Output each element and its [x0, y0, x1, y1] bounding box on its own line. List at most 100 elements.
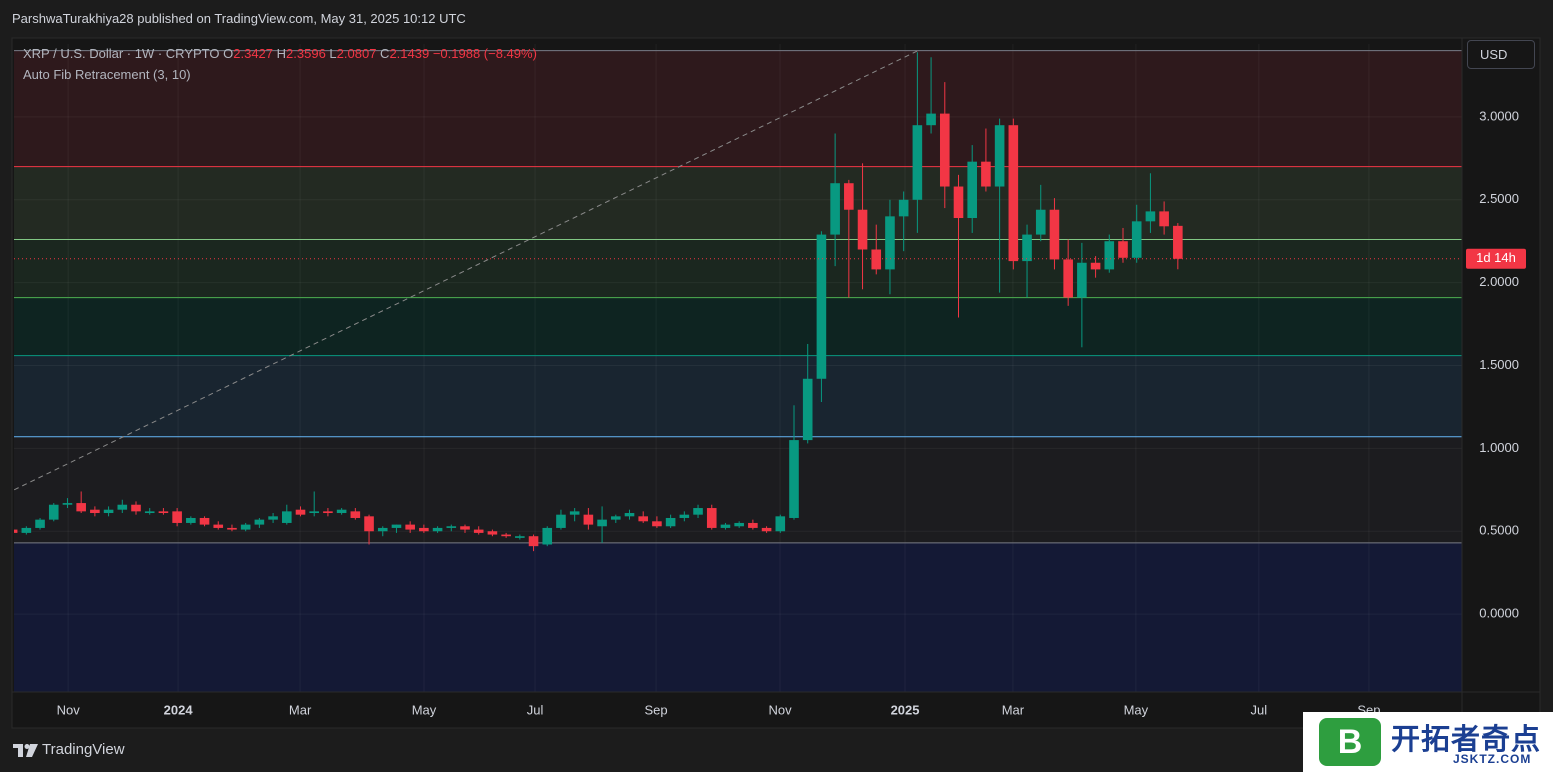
y-tick-label: 1.0000: [1479, 440, 1519, 455]
publisher: ParshwaTurakhiya28 published on TradingV…: [12, 11, 466, 26]
candle-body: [542, 527, 553, 545]
candle-body: [446, 526, 457, 528]
candle-body: [199, 517, 210, 525]
x-tick-label: Jul: [1251, 702, 1268, 717]
ohlc-value: 2.0807: [336, 46, 377, 61]
fib-band: [14, 166, 1462, 240]
candle-body: [460, 526, 470, 530]
candle-body: [501, 534, 511, 537]
watermark-site: JSKTZ.COM: [1453, 752, 1532, 766]
candle-body: [487, 531, 498, 535]
candle-body: [638, 516, 649, 522]
candle-body: [103, 509, 114, 514]
candle-body: [994, 125, 1005, 187]
candle-body: [515, 536, 525, 538]
currency-button[interactable]: USD: [1467, 40, 1535, 69]
candle-body: [720, 524, 731, 528]
candle-body: [1118, 241, 1128, 258]
candle-body: [679, 514, 690, 518]
x-tick-label: 2025: [891, 702, 920, 717]
candle-body: [21, 527, 32, 533]
change: −0.1988 (−8.49%): [432, 46, 537, 61]
candle-body: [364, 516, 374, 532]
ohlc-label: C: [380, 46, 390, 61]
candle-body: [610, 516, 621, 520]
candle-body: [309, 511, 320, 514]
candle-body: [857, 209, 868, 250]
grid: [14, 44, 1462, 692]
candle-body: [90, 509, 100, 514]
candle-body: [583, 514, 594, 525]
ohlc-value: 2.3596: [286, 46, 326, 61]
candle-body: [240, 524, 251, 530]
candle-body: [227, 527, 237, 530]
candle-body: [1049, 209, 1060, 260]
candle-body: [336, 509, 347, 514]
candle-body: [391, 524, 402, 528]
candle-body: [885, 216, 895, 270]
x-tick-label: Mar: [289, 702, 312, 717]
x-tick-label: 2024: [164, 702, 194, 717]
candle-body: [1090, 262, 1101, 270]
candle-body: [665, 517, 676, 527]
candle-body: [323, 511, 333, 514]
fib-lines: [14, 50, 1462, 544]
candle-body: [761, 527, 772, 532]
x-tick-label: Jul: [527, 702, 544, 717]
watermark-logo: B: [1319, 718, 1381, 766]
candle-body: [652, 521, 662, 527]
x-tick-label: Nov: [57, 702, 81, 717]
y-tick-label: 2.5000: [1479, 191, 1519, 206]
candles: [14, 52, 1462, 552]
candle-body: [1173, 225, 1183, 259]
symbol-legend: XRP / U.S. Dollar · 1W · CRYPTO O2.3427 …: [23, 46, 537, 61]
candle-body: [775, 516, 786, 532]
candle-body: [1022, 234, 1032, 262]
indicator: Auto Fib Retracement (3, 10): [23, 67, 191, 82]
y-tick-label: 0.5000: [1479, 523, 1519, 538]
candle-body: [35, 519, 45, 528]
candle-body: [172, 511, 182, 523]
candle-body: [295, 509, 306, 515]
candle-body: [268, 516, 278, 520]
candle-body: [350, 511, 361, 518]
fib-band: [14, 436, 1462, 543]
candle-body: [62, 503, 73, 505]
candle-body: [186, 517, 196, 523]
ohlc-value: 2.3427: [233, 46, 274, 61]
candle-body: [377, 527, 388, 532]
candle-body: [528, 536, 539, 547]
candle-body: [213, 524, 224, 528]
candle-body: [830, 183, 840, 235]
candle-body: [48, 504, 59, 520]
candle-body: [131, 504, 141, 512]
tv-logo-icon: [13, 744, 38, 757]
y-tick-label: 0.0000: [1479, 606, 1519, 621]
y-tick-label: 1.5000: [1479, 357, 1519, 372]
ohlc-label: H: [276, 46, 287, 61]
candle-body: [981, 161, 991, 187]
candle-body: [706, 508, 717, 528]
ohlc-value: 2.1439: [389, 46, 430, 61]
candle-body: [802, 378, 813, 441]
candle-body: [432, 527, 443, 532]
y-tick-label: 3.0000: [1479, 108, 1519, 123]
x-tick-label: May: [412, 702, 437, 717]
candle-body: [144, 511, 155, 514]
x-tick-label: Sep: [645, 702, 668, 717]
candle-body: [734, 522, 744, 527]
candle-body: [912, 125, 923, 200]
x-tick-label: Mar: [1002, 702, 1025, 717]
candle-body: [1063, 259, 1073, 298]
symbol: XRP / U.S. Dollar · 1W · CRYPTO: [23, 46, 220, 61]
countdown-label: 1d 14h: [1476, 250, 1516, 265]
candle-body: [14, 529, 18, 533]
candle-body: [844, 183, 854, 210]
candle-body: [1077, 262, 1087, 298]
candle-body: [419, 527, 429, 532]
candle-body: [816, 234, 827, 379]
candle-body: [1159, 211, 1169, 227]
fib-band: [14, 542, 1462, 692]
x-tick-label: Nov: [768, 702, 792, 717]
